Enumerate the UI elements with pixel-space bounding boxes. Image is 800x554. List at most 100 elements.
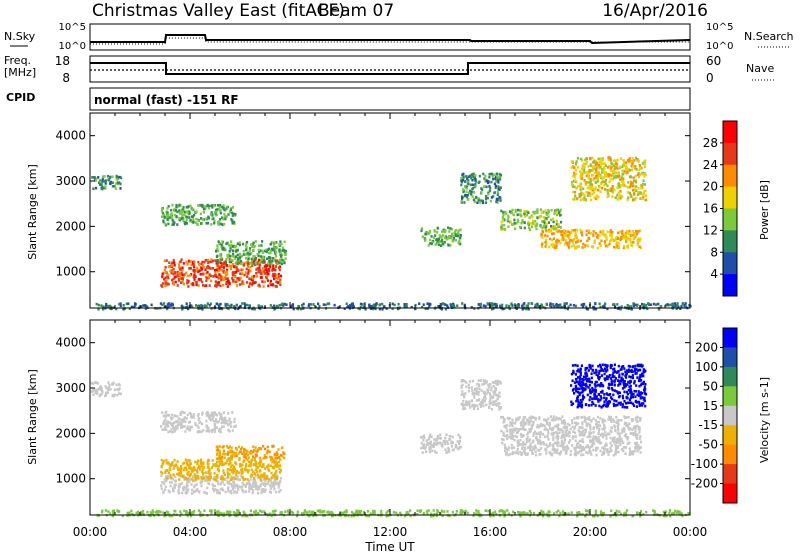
power-data-cell <box>611 162 614 166</box>
velocity-data-cell <box>258 456 261 460</box>
power-data-cell <box>622 184 626 187</box>
velocity-data-cell <box>556 440 559 444</box>
velocity-data-cell <box>461 390 464 393</box>
velocity-data-cell <box>638 431 641 434</box>
power-data-cell <box>612 303 615 306</box>
power-data-cell <box>637 192 640 196</box>
velocity-data-cell <box>605 444 608 447</box>
power-data-cell <box>501 215 504 219</box>
power-data-cell <box>251 275 254 279</box>
power-data-cell <box>582 164 585 168</box>
power-data-cell <box>579 182 582 186</box>
velocity-data-cell <box>584 417 587 420</box>
power-data-cell <box>611 184 614 188</box>
velocity-data-cell <box>219 413 222 417</box>
power-data-cell <box>579 228 582 232</box>
power-data-cell <box>165 259 168 262</box>
velocity-data-cell <box>568 423 571 427</box>
velocity-data-cell <box>223 462 226 466</box>
velocity-data-cell <box>561 445 564 449</box>
power-data-cell <box>502 211 505 214</box>
velocity-data-cell <box>463 395 466 399</box>
power-data-cell <box>580 171 583 175</box>
power-data-cell <box>471 173 474 176</box>
velocity-data-cell <box>197 459 200 462</box>
power-data-cell <box>285 303 288 306</box>
power-data-cell <box>603 180 606 184</box>
velocity-data-cell <box>434 450 437 453</box>
velocity-data-cell <box>221 481 224 484</box>
power-data-cell <box>585 305 588 309</box>
velocity-data-cell <box>571 419 574 422</box>
velocity-data-cell <box>460 384 463 388</box>
power-data-cell <box>358 307 361 311</box>
power-data-cell <box>176 274 179 277</box>
velocity-data-cell <box>563 420 567 424</box>
velocity-data-cell <box>207 471 210 474</box>
power-colorbar-tick-label: 24 <box>703 158 718 172</box>
power-data-cell <box>251 259 254 263</box>
freq-right-label: Nave <box>746 62 774 75</box>
velocity-data-cell <box>615 371 619 374</box>
power-data-cell <box>230 243 233 247</box>
power-data-cell <box>579 188 582 191</box>
power-data-cell <box>238 243 241 247</box>
power-data-cell <box>598 174 601 178</box>
power-data-cell <box>609 240 612 243</box>
power-data-cell <box>600 239 603 243</box>
power-data-cell <box>523 221 526 224</box>
power-data-cell <box>351 302 354 305</box>
power-data-cell <box>580 303 583 307</box>
power-data-cell <box>187 205 190 208</box>
velocity-data-cell <box>576 417 579 420</box>
velocity-data-cell <box>508 424 511 427</box>
velocity-data-cell <box>196 471 199 474</box>
power-data-cell <box>170 271 173 275</box>
velocity-data-cell <box>589 423 592 427</box>
power-data-cell <box>236 248 239 252</box>
velocity-data-cell <box>469 406 472 409</box>
power-data-cell <box>180 258 183 261</box>
velocity-data-cell <box>556 425 559 429</box>
power-data-cell <box>622 159 625 162</box>
power-data-cell <box>585 174 588 177</box>
velocity-data-cell <box>561 429 564 433</box>
velocity-data-cell <box>160 425 163 428</box>
velocity-data-cell <box>603 428 606 431</box>
power-data-cell <box>170 215 173 219</box>
velocity-data-cell <box>207 478 210 481</box>
velocity-data-cell <box>221 478 224 481</box>
velocity-data-cell <box>589 445 592 449</box>
power-data-cell <box>162 302 166 305</box>
power-data-cell <box>245 248 248 252</box>
velocity-data-cell <box>599 441 602 445</box>
velocity-data-cell <box>562 442 565 446</box>
power-data-cell <box>201 203 204 207</box>
power-data-cell <box>118 175 121 179</box>
power-data-cell <box>102 180 105 183</box>
power-data-cell <box>201 260 204 264</box>
velocity-data-cell <box>454 443 458 447</box>
power-data-cell <box>200 222 203 225</box>
velocity-data-cell <box>216 421 219 424</box>
power-data-cell <box>219 284 222 288</box>
velocity-data-cell <box>441 444 444 447</box>
power-data-cell <box>600 162 603 166</box>
power-data-cell <box>623 236 626 239</box>
power-data-cell <box>457 229 460 232</box>
power-data-cell <box>637 175 641 179</box>
power-data-cell <box>284 257 287 260</box>
power-data-cell <box>581 246 584 249</box>
velocity-data-cell <box>420 442 423 445</box>
velocity-data-cell <box>492 385 495 388</box>
velocity-data-cell <box>264 476 267 480</box>
power-data-cell <box>237 269 240 272</box>
power-data-cell <box>172 273 175 276</box>
velocity-data-cell <box>516 450 519 453</box>
velocity-data-cell <box>233 425 236 429</box>
velocity-data-cell <box>206 460 209 464</box>
velocity-data-cell <box>219 417 222 420</box>
power-data-cell <box>510 302 513 305</box>
velocity-data-cell <box>249 478 252 481</box>
velocity-data-cell <box>166 476 169 480</box>
